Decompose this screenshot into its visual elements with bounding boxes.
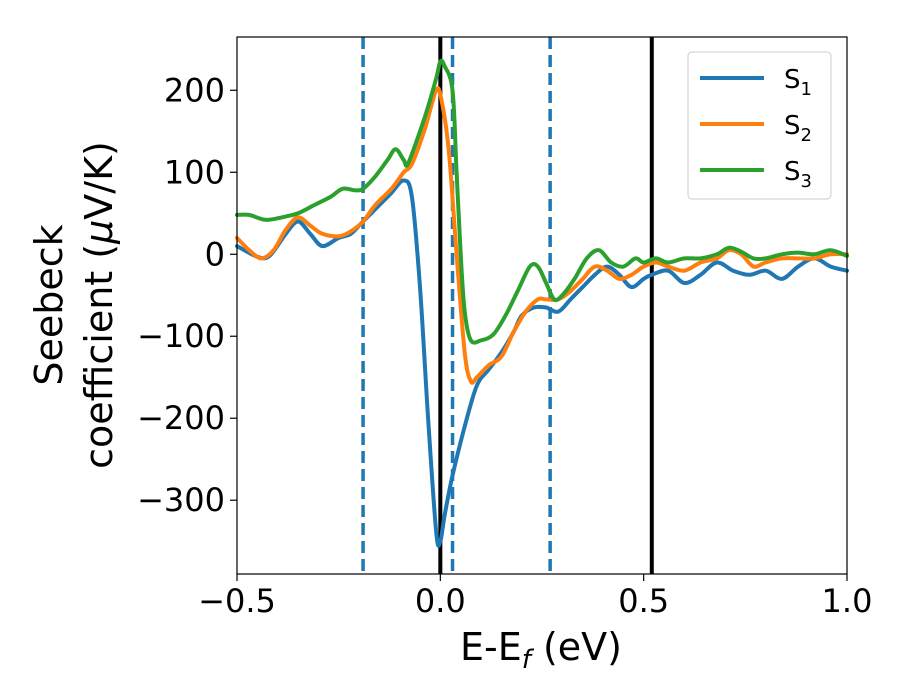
y-tick-label: 100 [164, 153, 225, 191]
x-tick-label: −0.5 [198, 582, 276, 620]
x-tick-label: 0.0 [415, 582, 466, 620]
x-axis-label-unit: (eV) [531, 625, 622, 669]
y-tick-label: −200 [137, 399, 225, 437]
y-axis-label-suffix: V/K) [77, 141, 121, 220]
legend-label-main: S [784, 157, 801, 187]
legend-label-s1: S1 [784, 65, 812, 100]
y-tick-label: 200 [164, 71, 225, 109]
legend-label-s2: S2 [784, 111, 812, 146]
legend-label-sub: 3 [801, 171, 812, 192]
legend-label-main: S [784, 65, 801, 95]
x-tick-label: 1.0 [822, 582, 873, 620]
y-axis-label-prefix: coefficient ( [77, 244, 121, 469]
y-tick-label: −300 [137, 481, 225, 519]
reference-lines [361, 37, 654, 574]
y-axis-ticks: −300 −200 −100 0 100 200 [137, 71, 237, 519]
series-layer [235, 58, 849, 548]
legend-label-sub: 1 [801, 79, 812, 100]
legend-label-s3: S3 [784, 157, 812, 192]
x-axis-ticks: −0.5 0.0 0.5 1.0 [198, 574, 872, 620]
y-axis-label-line2: coefficient (μV/K) [77, 141, 121, 469]
y-axis-label-mu: μ [77, 220, 121, 245]
series-line-s3 [235, 58, 849, 345]
legend-label-main: S [784, 111, 801, 141]
x-axis-label-main: E-E [460, 625, 522, 669]
series-line-s2 [235, 86, 849, 385]
legend-label-sub: 2 [801, 125, 812, 146]
x-axis-label: E-Ef (eV) [460, 625, 622, 675]
y-tick-label: −100 [137, 317, 225, 355]
y-tick-label: 0 [205, 235, 225, 273]
y-axis-label-line1: Seebeck [27, 224, 71, 385]
plot-frame [236, 36, 848, 575]
x-tick-label: 0.5 [618, 582, 669, 620]
